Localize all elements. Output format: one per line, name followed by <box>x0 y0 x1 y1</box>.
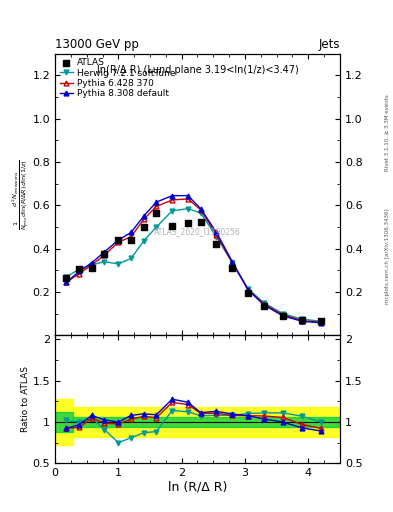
Pythia 8.308 default <box>262 302 266 308</box>
Line: Pythia 6.428 370: Pythia 6.428 370 <box>64 197 323 325</box>
Pythia 6.428 370 <box>102 252 107 258</box>
ATLAS <box>213 240 220 248</box>
ATLAS <box>88 264 95 272</box>
Pythia 8.308 default <box>185 193 190 199</box>
Line: Herwig 7.2.1 softTune: Herwig 7.2.1 softTune <box>64 206 323 324</box>
Text: ln(R/Δ R) (Lund plane 3.19<ln(1/z)<3.47): ln(R/Δ R) (Lund plane 3.19<ln(1/z)<3.47) <box>97 65 298 75</box>
Pythia 8.308 default <box>77 268 81 274</box>
ATLAS <box>76 265 82 273</box>
Herwig 7.2.1 softTune <box>198 210 203 216</box>
Line: Pythia 8.308 default: Pythia 8.308 default <box>64 193 323 325</box>
Pythia 8.308 default <box>89 260 94 266</box>
Pythia 8.308 default <box>102 249 107 255</box>
Text: mcplots.cern.ch [arXiv:1306.3436]: mcplots.cern.ch [arXiv:1306.3436] <box>385 208 390 304</box>
Herwig 7.2.1 softTune <box>89 262 94 268</box>
Pythia 8.308 default <box>154 199 159 205</box>
ATLAS <box>229 264 235 272</box>
Pythia 6.428 370 <box>170 197 174 203</box>
ATLAS <box>153 209 160 217</box>
ATLAS <box>169 222 175 230</box>
Pythia 6.428 370 <box>89 262 94 268</box>
Y-axis label: $\frac{1}{N_{\mathrm{jets}}}\frac{d^2 N_{\mathrm{emissions}}}{d\ln(R/\Delta R)\,: $\frac{1}{N_{\mathrm{jets}}}\frac{d^2 N_… <box>10 159 31 230</box>
Herwig 7.2.1 softTune <box>141 238 146 244</box>
Herwig 7.2.1 softTune <box>230 260 235 266</box>
Pythia 6.428 370 <box>77 270 81 276</box>
Herwig 7.2.1 softTune <box>319 318 323 325</box>
Pythia 6.428 370 <box>262 301 266 307</box>
ATLAS <box>280 312 286 320</box>
Pythia 6.428 370 <box>185 196 190 202</box>
Pythia 8.308 default <box>281 313 285 319</box>
Pythia 6.428 370 <box>281 312 285 318</box>
Herwig 7.2.1 softTune <box>185 206 190 212</box>
Pythia 8.308 default <box>214 229 219 236</box>
Pythia 8.308 default <box>246 287 250 293</box>
ATLAS <box>261 302 267 310</box>
Pythia 8.308 default <box>170 193 174 199</box>
Pythia 8.308 default <box>141 213 146 219</box>
Pythia 8.308 default <box>319 319 323 326</box>
ATLAS <box>63 274 70 282</box>
Pythia 6.428 370 <box>299 317 304 324</box>
Pythia 6.428 370 <box>116 239 121 245</box>
Y-axis label: Ratio to ATLAS: Ratio to ATLAS <box>21 367 30 432</box>
Herwig 7.2.1 softTune <box>116 261 121 267</box>
ATLAS <box>101 250 108 258</box>
Pythia 8.308 default <box>116 237 121 243</box>
Pythia 8.308 default <box>299 318 304 325</box>
ATLAS <box>299 316 305 324</box>
ATLAS <box>141 223 147 231</box>
ATLAS <box>128 236 134 244</box>
Pythia 6.428 370 <box>154 203 159 209</box>
Pythia 6.428 370 <box>246 287 250 293</box>
Pythia 6.428 370 <box>198 207 203 213</box>
ATLAS <box>198 218 204 226</box>
Pythia 8.308 default <box>230 259 235 265</box>
Herwig 7.2.1 softTune <box>170 208 174 214</box>
Herwig 7.2.1 softTune <box>64 274 69 280</box>
Pythia 6.428 370 <box>141 217 146 223</box>
Pythia 8.308 default <box>198 206 203 212</box>
Legend: ATLAS, Herwig 7.2.1 softTune, Pythia 6.428 370, Pythia 8.308 default: ATLAS, Herwig 7.2.1 softTune, Pythia 6.4… <box>58 56 177 100</box>
Pythia 6.428 370 <box>319 319 323 326</box>
Pythia 8.308 default <box>64 279 69 285</box>
Pythia 6.428 370 <box>214 231 219 238</box>
Pythia 6.428 370 <box>230 260 235 266</box>
Pythia 6.428 370 <box>64 279 69 285</box>
Pythia 6.428 370 <box>129 233 133 240</box>
Text: 13000 GeV pp: 13000 GeV pp <box>55 38 139 51</box>
Pythia 8.308 default <box>129 229 133 236</box>
Herwig 7.2.1 softTune <box>299 316 304 322</box>
ATLAS <box>185 219 191 227</box>
ATLAS <box>318 317 324 326</box>
Herwig 7.2.1 softTune <box>281 311 285 317</box>
Herwig 7.2.1 softTune <box>154 224 159 230</box>
X-axis label: ln (R/Δ R): ln (R/Δ R) <box>168 481 227 494</box>
Herwig 7.2.1 softTune <box>129 255 133 262</box>
Herwig 7.2.1 softTune <box>246 286 250 292</box>
Text: Jets: Jets <box>318 38 340 51</box>
ATLAS <box>245 289 251 297</box>
ATLAS <box>115 236 121 244</box>
Text: Rivet 3.1.10, ≥ 3.3M events: Rivet 3.1.10, ≥ 3.3M events <box>385 95 390 172</box>
Herwig 7.2.1 softTune <box>77 266 81 272</box>
Text: ATLAS_2020_I1790256: ATLAS_2020_I1790256 <box>154 227 241 236</box>
Herwig 7.2.1 softTune <box>214 233 219 240</box>
Herwig 7.2.1 softTune <box>262 300 266 306</box>
Herwig 7.2.1 softTune <box>102 259 107 265</box>
